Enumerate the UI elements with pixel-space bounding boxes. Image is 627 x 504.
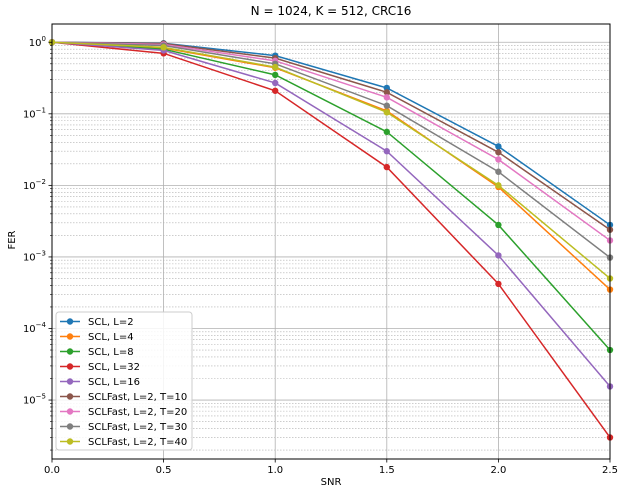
x-tick-label: 0.5: [156, 465, 172, 476]
y-tick-label: 10−3: [23, 249, 46, 263]
series-line: [51, 41, 611, 226]
data-point: [383, 148, 390, 155]
x-tick-label: 1.5: [379, 465, 395, 476]
data-point: [495, 252, 502, 259]
data-point: [495, 149, 502, 156]
legend-entry-label: SCLFast, L=2, T=30: [88, 422, 187, 433]
series-group: [48, 39, 614, 390]
series-lines: [48, 39, 614, 441]
series-line: [51, 41, 611, 387]
legend: SCL, L=2 SCL, L=4 SCL, L=8 SCL, L=32 SCL, L=…: [55, 311, 193, 451]
legend-swatch-marker: [66, 333, 74, 340]
data-point: [383, 109, 390, 116]
series-line: [51, 41, 611, 259]
legend-entry-label: SCLFast, L=2, T=20: [88, 407, 187, 418]
legend-swatch-marker: [66, 408, 74, 415]
data-point: [272, 79, 279, 87]
legend-entry-label: SCL, L=8: [88, 347, 134, 358]
series-line: [51, 41, 611, 351]
legend-swatch-marker: [66, 393, 74, 400]
data-point: [495, 168, 502, 175]
data-point: [495, 280, 502, 288]
data-point: [383, 102, 390, 109]
series-group: [48, 39, 614, 354]
legend-entry-label: SCL, L=2: [88, 317, 134, 328]
y-axis-label: FER: [7, 230, 18, 249]
legend-swatch-marker: [66, 318, 74, 325]
legend-entry-label: SCLFast, L=2, T=40: [88, 437, 187, 448]
y-tick-label: 10−5: [23, 393, 46, 407]
data-point: [272, 87, 279, 94]
data-point: [495, 156, 502, 163]
x-tick-label: 2.5: [602, 465, 618, 476]
x-tick-label: 2.0: [490, 465, 506, 476]
y-tick-label: 100: [29, 35, 46, 49]
y-tick-label: 10−4: [23, 321, 47, 335]
data-point: [383, 89, 390, 96]
data-point: [495, 143, 502, 150]
data-point: [495, 182, 502, 189]
series-group: [48, 39, 614, 233]
data-point: [272, 63, 279, 71]
series-line: [51, 41, 611, 242]
legend-entry-label: SCL, L=32: [88, 362, 140, 373]
data-point: [495, 221, 502, 229]
series-line: [51, 41, 611, 438]
x-tick-label: 1.0: [267, 465, 283, 476]
series-group: [48, 39, 614, 282]
x-axis-label: SNR: [321, 477, 342, 488]
y-tick-label: 10−1: [23, 106, 46, 120]
series-line: [51, 41, 611, 231]
data-point: [160, 44, 167, 51]
chart-title: N = 1024, K = 512, CRC16: [251, 4, 412, 18]
data-point: [383, 128, 390, 136]
data-point: [383, 163, 390, 171]
legend-box: [55, 311, 193, 451]
data-point: [383, 94, 390, 101]
legend-swatch-marker: [66, 363, 74, 370]
legend-entry-label: SCL, L=16: [88, 377, 140, 388]
legend-swatch-marker: [66, 423, 74, 430]
series-group: [48, 39, 614, 293]
legend-entry-label: SCL, L=4: [88, 332, 134, 343]
axis-ticks: 100 10−1 10−2 10−3 10−4 10−5 0.0 0.5 1.0 1.5 2.0 2.…: [23, 35, 618, 476]
legend-swatch-marker: [66, 348, 74, 355]
x-tick-label: 0.0: [44, 465, 60, 476]
legend-entry-label: SCLFast, L=2, T=10: [88, 392, 187, 403]
data-point: [272, 71, 279, 79]
series-group: [48, 39, 614, 244]
series-line: [51, 41, 611, 280]
plot-frame: [51, 23, 611, 460]
legend-swatch-marker: [66, 378, 74, 385]
y-tick-label: 10−2: [23, 178, 46, 192]
series-group: [48, 39, 614, 229]
legend-swatch-marker: [66, 438, 74, 445]
